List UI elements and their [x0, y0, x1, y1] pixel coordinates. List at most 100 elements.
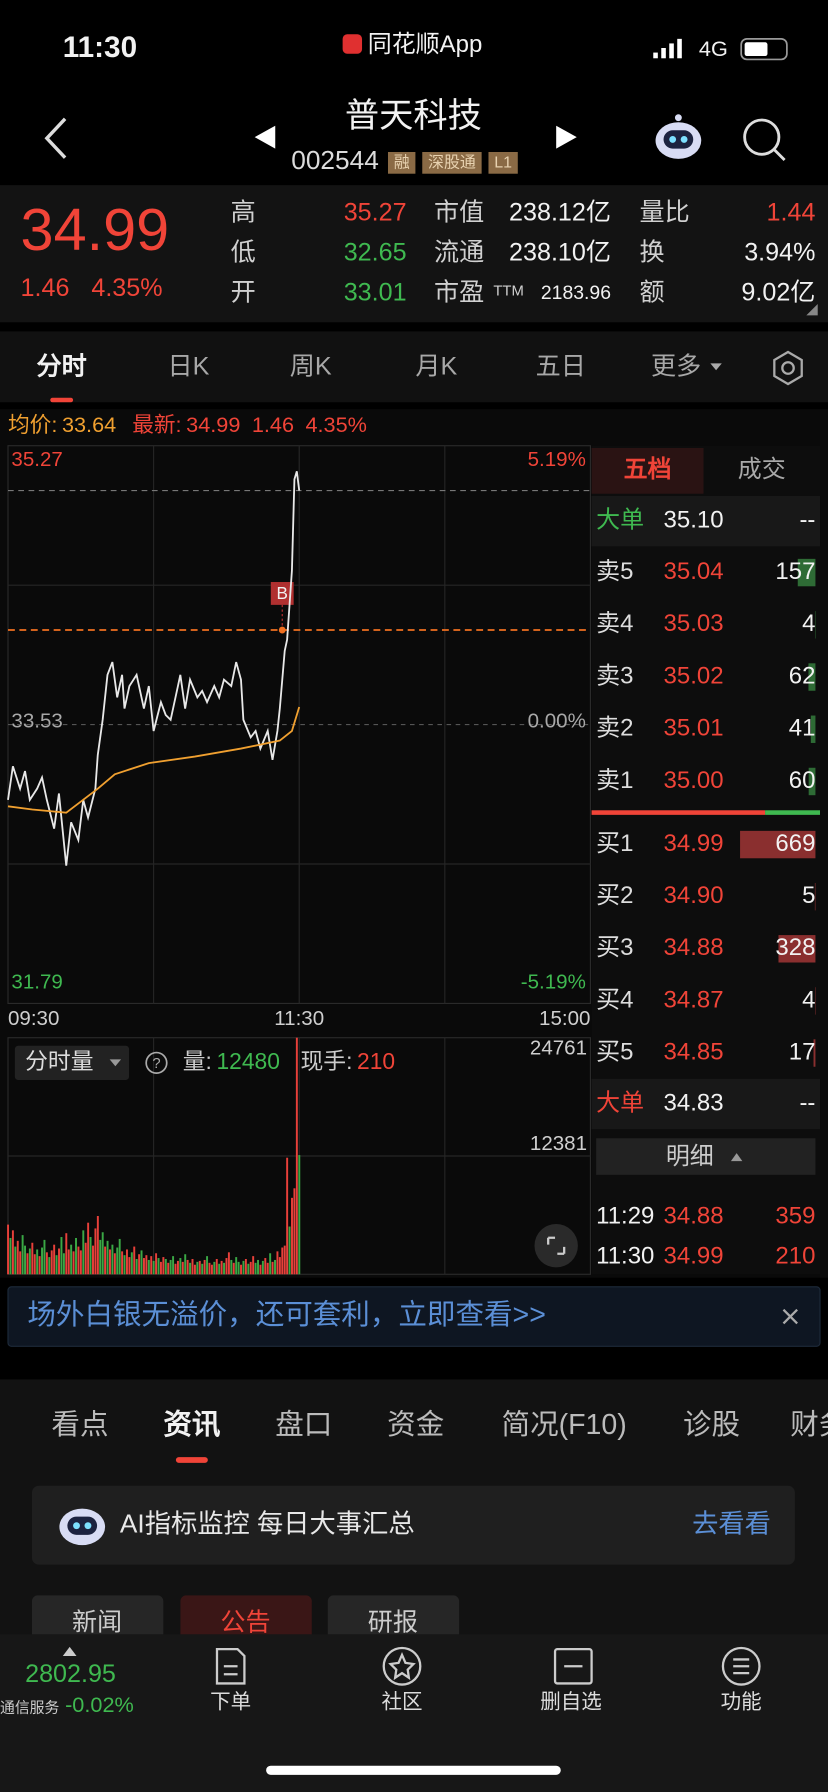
volume-bar	[99, 1239, 102, 1275]
volume-bar	[288, 1226, 291, 1275]
volume-bar	[261, 1260, 264, 1275]
back-button[interactable]	[44, 117, 67, 159]
trade-marker-dot	[278, 626, 286, 634]
order-book	[591, 445, 821, 1275]
order-volume-bar	[808, 767, 816, 796]
chart-tab-bar	[0, 331, 828, 403]
banner-text[interactable]: 场外白银无溢价，还可套利，立即查看>>	[27, 1299, 545, 1331]
bottom-icons	[215, 1646, 761, 1686]
status-app-name: 同花顺App	[368, 31, 483, 58]
sub-tab-bg[interactable]	[31, 1595, 164, 1642]
content-tab[interactable]: 看点	[51, 1409, 108, 1441]
content-tab[interactable]: 诊股	[683, 1409, 740, 1441]
ai-card[interactable]	[31, 1485, 795, 1565]
volume-bar	[244, 1258, 247, 1275]
stat-value: 32.65	[344, 238, 407, 266]
volume-bar	[276, 1251, 279, 1275]
next-stock[interactable]	[556, 125, 577, 149]
trade-marker-box	[270, 582, 294, 605]
volume-bar	[150, 1256, 153, 1275]
order-price: 35.00	[664, 767, 724, 794]
current-price: 34.99	[21, 196, 170, 263]
close-banner[interactable]	[782, 1308, 798, 1325]
sub-tab-bg[interactable]	[180, 1595, 312, 1642]
volume-bar	[271, 1261, 274, 1275]
volume-bar	[227, 1252, 230, 1275]
order-tab[interactable]: 成交	[738, 456, 786, 483]
settings-button[interactable]	[773, 350, 803, 386]
volume-bar	[176, 1260, 179, 1275]
bottom-button[interactable]: 社区	[381, 1690, 422, 1713]
search-button[interactable]	[743, 118, 786, 162]
x-tick-label: 09:30	[8, 1007, 59, 1030]
sub-tab-bg[interactable]	[327, 1595, 460, 1642]
order-price: 34.90	[664, 882, 724, 909]
volume-bar	[298, 1155, 301, 1275]
trade-price: 34.88	[664, 1202, 724, 1229]
chart-tab[interactable]: 更多	[651, 353, 701, 381]
order-volume: 157	[775, 558, 815, 585]
volume-bar	[16, 1240, 19, 1275]
content-tab[interactable]: 盘口	[275, 1409, 332, 1441]
order-volume: 17	[789, 1038, 816, 1065]
stock-tag-bg	[387, 152, 416, 174]
volume-bar	[191, 1258, 194, 1275]
order-tab[interactable]: 五档	[624, 456, 672, 483]
content-tab[interactable]: 简况(F10)	[502, 1409, 627, 1441]
ai-card-action[interactable]: 去看看	[692, 1509, 771, 1539]
app-icon	[342, 34, 363, 54]
volume-bar	[157, 1258, 160, 1275]
content-tab[interactable]: 财务	[790, 1409, 828, 1441]
stat-value: 2183.96	[541, 282, 611, 304]
chart-tab[interactable]: 分时	[37, 353, 87, 381]
volume-bar	[118, 1238, 121, 1275]
stat-value: 3.94%	[744, 238, 815, 266]
bottom-button[interactable]: 功能	[721, 1690, 762, 1713]
detail-button[interactable]: 明细	[666, 1143, 714, 1170]
info-text: 33.64	[62, 412, 116, 437]
order-label: 卖5	[596, 558, 633, 585]
fullscreen-button[interactable]	[534, 1224, 578, 1268]
y-tick-label: 24761	[530, 1037, 587, 1060]
status-network: 4G	[699, 36, 728, 61]
volume-selector-label[interactable]: 分时量	[25, 1048, 93, 1074]
volume-bar	[130, 1252, 133, 1275]
volume-bar	[60, 1237, 63, 1275]
stat-value: 35.27	[344, 198, 407, 226]
bottom-button[interactable]: 下单	[210, 1690, 251, 1713]
stock-name: 普天科技	[345, 97, 482, 135]
content-tab[interactable]: 资金	[387, 1409, 444, 1441]
volume-bar	[264, 1258, 267, 1275]
content-tab[interactable]: 资讯	[163, 1409, 221, 1441]
prev-stock[interactable]	[254, 125, 276, 149]
volume-bar	[259, 1264, 262, 1275]
stat-label: 换	[640, 238, 665, 266]
info-text: 量:	[183, 1048, 212, 1074]
stock-tag: L1	[494, 155, 512, 172]
chart-tab[interactable]: 五日	[536, 353, 586, 381]
volume-bar	[257, 1259, 259, 1275]
ad-banner[interactable]	[7, 1286, 821, 1347]
chart-tab[interactable]: 周K	[290, 353, 332, 381]
volume-selector[interactable]	[14, 1045, 130, 1080]
volume-bar	[96, 1216, 99, 1275]
signal-icon	[653, 38, 682, 59]
chart-tab[interactable]: 月K	[415, 353, 457, 381]
order-volume-bar	[740, 830, 816, 859]
order-label: 卖4	[596, 610, 633, 637]
index-expand[interactable]	[62, 1646, 77, 1656]
info-text: 4.35%	[305, 412, 366, 437]
volume-bar	[77, 1246, 80, 1275]
volume-bar	[7, 1224, 10, 1275]
volume-bar	[223, 1262, 226, 1275]
detail-button-bg[interactable]	[596, 1138, 816, 1175]
bottom-button[interactable]: 删自选	[540, 1690, 602, 1713]
chart-tab[interactable]: 日K	[168, 353, 210, 381]
volume-bar	[21, 1235, 24, 1275]
assistant-icon[interactable]	[655, 114, 702, 159]
volume-bar	[295, 1037, 298, 1275]
index-name: 通信服务	[0, 1699, 60, 1716]
volume-bar	[53, 1244, 56, 1275]
help-icon[interactable]	[145, 1051, 168, 1074]
